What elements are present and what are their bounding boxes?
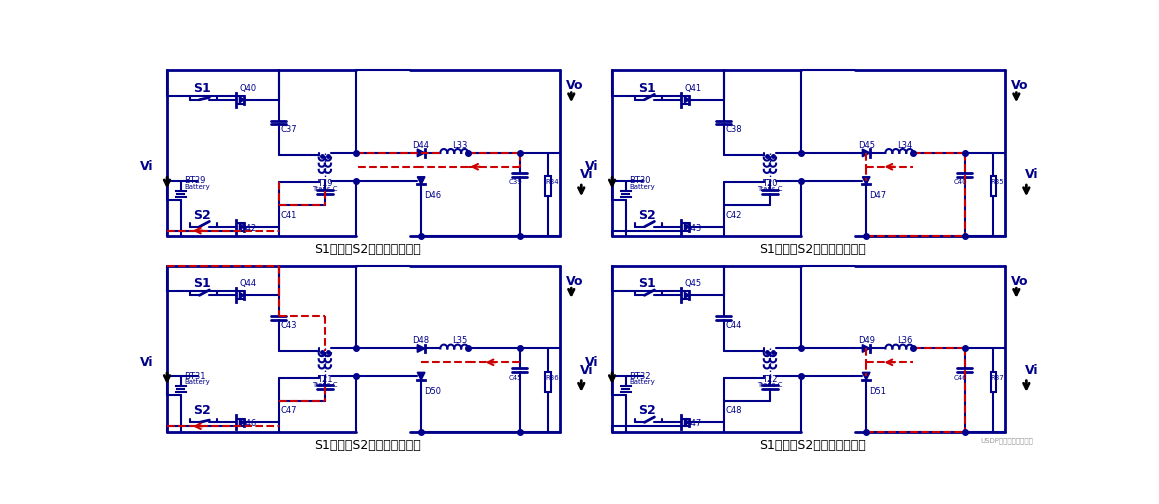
Text: C42: C42 <box>726 211 742 220</box>
Text: S1: S1 <box>637 277 656 290</box>
Bar <box>546 371 551 392</box>
Polygon shape <box>862 149 870 157</box>
Text: R34: R34 <box>545 179 559 185</box>
Text: Q43: Q43 <box>684 224 701 233</box>
Text: S1: S1 <box>637 82 656 95</box>
Text: Vi: Vi <box>1025 168 1038 181</box>
Text: R36: R36 <box>545 374 559 381</box>
Text: S1: S1 <box>192 277 211 290</box>
Polygon shape <box>240 419 245 425</box>
Text: C48: C48 <box>726 406 742 415</box>
Text: C38: C38 <box>726 125 742 134</box>
Text: Q47: Q47 <box>684 419 701 428</box>
Text: T21: T21 <box>318 375 333 384</box>
Polygon shape <box>417 345 425 352</box>
Text: Trans C: Trans C <box>312 186 337 192</box>
Text: Vo: Vo <box>1012 275 1029 288</box>
Text: Vi: Vi <box>580 168 593 181</box>
Text: Trans C: Trans C <box>757 382 782 388</box>
Polygon shape <box>685 419 690 425</box>
Text: Vo: Vo <box>567 80 584 92</box>
Text: Vo: Vo <box>567 275 584 288</box>
Polygon shape <box>685 224 690 230</box>
Text: Battery: Battery <box>184 380 210 386</box>
Text: Q42: Q42 <box>239 224 256 233</box>
Text: S1断开，S2断开，去磁阶段: S1断开，S2断开，去磁阶段 <box>759 243 866 257</box>
Text: S1闭合，S2断开，励磁阶段: S1闭合，S2断开，励磁阶段 <box>314 243 421 257</box>
Text: BT30: BT30 <box>629 176 650 185</box>
Text: Battery: Battery <box>629 184 655 190</box>
Text: T20: T20 <box>763 179 778 188</box>
Polygon shape <box>862 372 870 380</box>
Text: Vi: Vi <box>580 363 593 376</box>
Text: S2: S2 <box>192 209 211 222</box>
Text: T22: T22 <box>763 375 778 384</box>
Text: C43: C43 <box>280 321 297 330</box>
Text: C47: C47 <box>280 406 297 415</box>
Text: Vi: Vi <box>140 160 153 173</box>
Polygon shape <box>862 345 870 352</box>
Text: BT31: BT31 <box>184 371 205 381</box>
Text: C45: C45 <box>509 374 522 381</box>
Text: L36: L36 <box>897 336 912 345</box>
Text: S2: S2 <box>192 404 211 417</box>
Text: D45: D45 <box>858 141 875 150</box>
Polygon shape <box>685 97 690 103</box>
Text: C41: C41 <box>280 211 297 220</box>
Bar <box>991 371 996 392</box>
Text: S2: S2 <box>637 404 656 417</box>
Text: Battery: Battery <box>629 380 655 386</box>
Text: Q45: Q45 <box>684 279 701 288</box>
Text: C46: C46 <box>954 374 967 381</box>
Text: S2: S2 <box>637 209 656 222</box>
Text: S1断开，S2闭合，励磁阶段: S1断开，S2闭合，励磁阶段 <box>314 439 421 452</box>
Polygon shape <box>862 177 870 184</box>
Text: BT32: BT32 <box>629 371 650 381</box>
Text: Vi: Vi <box>585 160 598 173</box>
Text: C44: C44 <box>726 321 742 330</box>
Text: C37: C37 <box>280 125 297 134</box>
Text: D48: D48 <box>413 336 430 345</box>
Text: L33: L33 <box>452 141 467 150</box>
Text: S1: S1 <box>192 82 211 95</box>
Text: C39: C39 <box>508 179 522 185</box>
Polygon shape <box>685 292 690 298</box>
Text: D46: D46 <box>424 192 442 201</box>
Text: Vi: Vi <box>140 356 153 369</box>
Text: Vi: Vi <box>585 356 598 369</box>
Polygon shape <box>417 177 425 184</box>
Text: Vi: Vi <box>1025 363 1038 376</box>
Bar <box>546 176 551 196</box>
Text: Trans C: Trans C <box>757 186 782 192</box>
Text: R35: R35 <box>990 179 1004 185</box>
Bar <box>991 176 996 196</box>
Text: Trans C: Trans C <box>312 382 337 388</box>
Text: USDP元器件支持向量机: USDP元器件支持向量机 <box>981 437 1034 444</box>
Text: Q44: Q44 <box>239 279 256 288</box>
Text: Battery: Battery <box>184 184 210 190</box>
Text: D49: D49 <box>858 336 875 345</box>
Text: D47: D47 <box>869 192 887 201</box>
Polygon shape <box>240 224 245 230</box>
Polygon shape <box>240 292 245 298</box>
Text: Q40: Q40 <box>239 84 256 93</box>
Text: Vo: Vo <box>1012 80 1029 92</box>
Text: D44: D44 <box>413 141 430 150</box>
Text: L34: L34 <box>897 141 912 150</box>
Text: Q41: Q41 <box>684 84 701 93</box>
Text: C40: C40 <box>954 179 967 185</box>
Polygon shape <box>417 149 425 157</box>
Polygon shape <box>417 372 425 380</box>
Text: S1断开，S2断开，去磁阶段: S1断开，S2断开，去磁阶段 <box>759 439 866 452</box>
Text: T19: T19 <box>318 179 333 188</box>
Text: D50: D50 <box>424 387 442 396</box>
Text: D51: D51 <box>869 387 887 396</box>
Text: BT29: BT29 <box>184 176 205 185</box>
Text: Q46: Q46 <box>239 419 256 428</box>
Text: L35: L35 <box>452 336 467 345</box>
Text: R37: R37 <box>990 374 1004 381</box>
Polygon shape <box>240 97 245 103</box>
